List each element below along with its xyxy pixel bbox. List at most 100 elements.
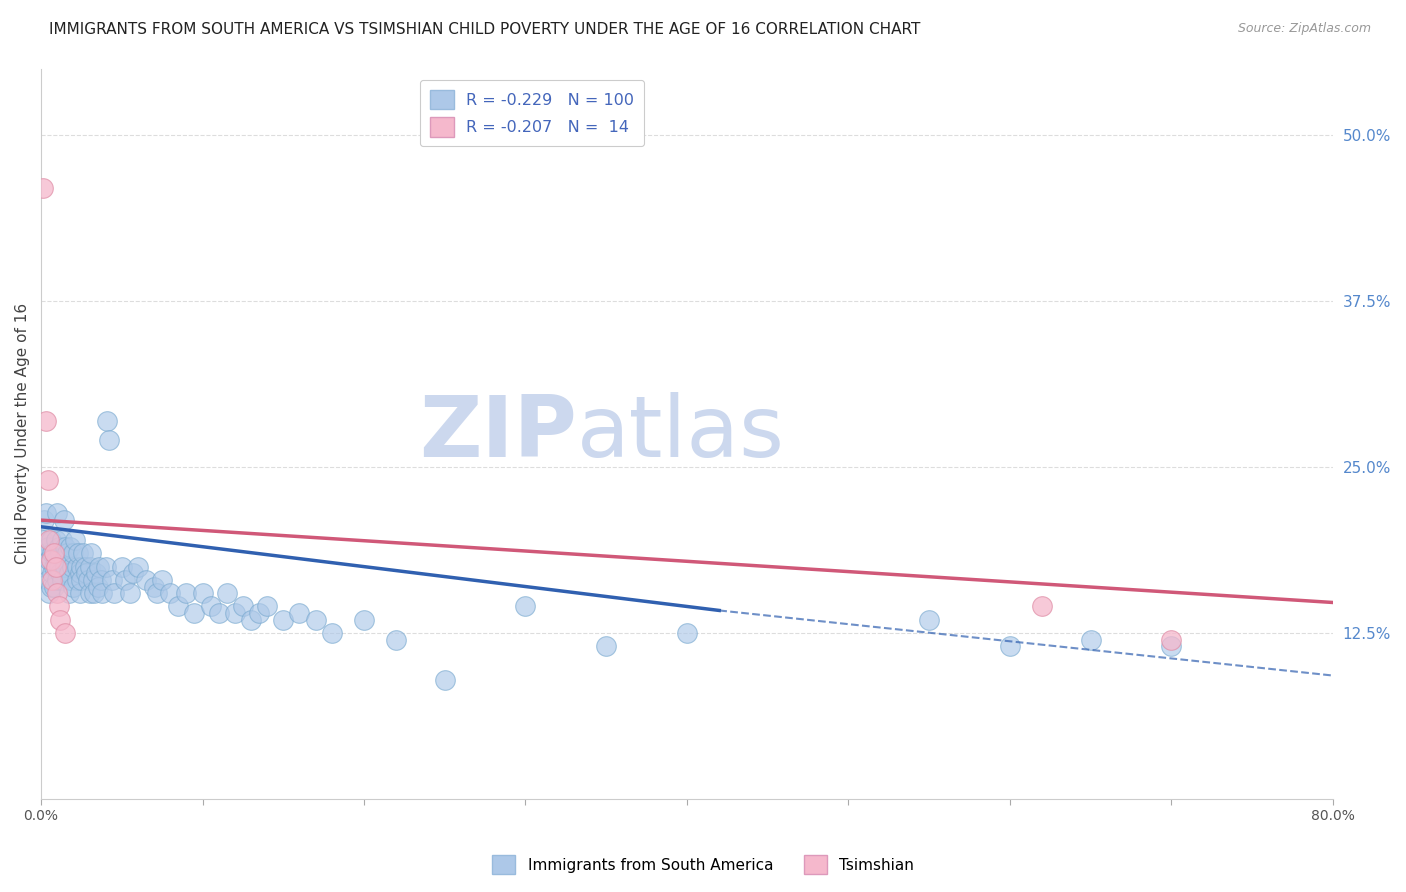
Point	[53, 540, 76, 554]
Point	[41, 546, 63, 560]
Point	[146, 586, 169, 600]
Point	[122, 566, 145, 581]
Point	[191, 586, 214, 600]
Point	[66, 559, 89, 574]
Point	[84, 566, 107, 581]
Point	[215, 586, 238, 600]
Point	[66, 573, 89, 587]
Point	[595, 640, 617, 654]
Point	[288, 606, 311, 620]
Point	[38, 586, 60, 600]
Point	[37, 473, 59, 487]
Point	[918, 613, 941, 627]
Point	[46, 586, 69, 600]
Point	[62, 546, 84, 560]
Point	[1160, 640, 1182, 654]
Point	[998, 640, 1021, 654]
Point	[118, 586, 141, 600]
Point	[676, 626, 699, 640]
Point	[91, 586, 114, 600]
Point	[31, 181, 53, 195]
Point	[70, 559, 93, 574]
Point	[1160, 632, 1182, 647]
Point	[45, 533, 67, 547]
Point	[49, 566, 72, 581]
Point	[135, 573, 157, 587]
Point	[321, 626, 343, 640]
Point	[34, 513, 56, 527]
Point	[103, 586, 125, 600]
Point	[59, 573, 82, 587]
Point	[58, 566, 80, 581]
Text: ZIP: ZIP	[419, 392, 576, 475]
Point	[82, 573, 104, 587]
Point	[114, 573, 136, 587]
Point	[515, 599, 537, 614]
Point	[31, 533, 53, 547]
Point	[1031, 599, 1053, 614]
Point	[69, 566, 91, 581]
Point	[353, 613, 375, 627]
Point	[69, 586, 91, 600]
Point	[38, 553, 60, 567]
Point	[52, 513, 75, 527]
Point	[208, 606, 231, 620]
Point	[49, 546, 72, 560]
Point	[183, 606, 205, 620]
Point	[37, 573, 59, 587]
Point	[73, 559, 96, 574]
Point	[51, 573, 73, 587]
Point	[52, 553, 75, 567]
Legend: Immigrants from South America, Tsimshian: Immigrants from South America, Tsimshian	[486, 849, 920, 880]
Point	[256, 599, 278, 614]
Point	[83, 586, 105, 600]
Point	[97, 434, 120, 448]
Point	[127, 559, 149, 574]
Point	[35, 507, 58, 521]
Point	[41, 566, 63, 581]
Point	[385, 632, 408, 647]
Point	[53, 626, 76, 640]
Point	[101, 573, 124, 587]
Point	[224, 606, 246, 620]
Point	[63, 533, 86, 547]
Point	[46, 507, 69, 521]
Point	[150, 573, 173, 587]
Point	[111, 559, 134, 574]
Text: atlas: atlas	[576, 392, 785, 475]
Point	[240, 613, 263, 627]
Point	[79, 559, 101, 574]
Point	[70, 573, 93, 587]
Point	[86, 580, 108, 594]
Point	[51, 533, 73, 547]
Point	[37, 540, 59, 554]
Point	[45, 553, 67, 567]
Point	[232, 599, 254, 614]
Point	[90, 573, 112, 587]
Point	[96, 413, 118, 427]
Legend: R = -0.229   N = 100, R = -0.207   N =  14: R = -0.229 N = 100, R = -0.207 N = 14	[420, 80, 644, 146]
Point	[58, 586, 80, 600]
Point	[48, 599, 70, 614]
Point	[42, 559, 65, 574]
Point	[45, 559, 67, 574]
Point	[89, 559, 111, 574]
Point	[271, 613, 294, 627]
Point	[304, 613, 326, 627]
Point	[200, 599, 222, 614]
Point	[143, 580, 166, 594]
Text: IMMIGRANTS FROM SOUTH AMERICA VS TSIMSHIAN CHILD POVERTY UNDER THE AGE OF 16 COR: IMMIGRANTS FROM SOUTH AMERICA VS TSIMSHI…	[49, 22, 921, 37]
Point	[77, 573, 100, 587]
Point	[1080, 632, 1102, 647]
Point	[59, 540, 82, 554]
Point	[35, 546, 58, 560]
Point	[46, 573, 69, 587]
Point	[80, 546, 103, 560]
Point	[48, 559, 70, 574]
Point	[39, 580, 62, 594]
Point	[48, 540, 70, 554]
Y-axis label: Child Poverty Under the Age of 16: Child Poverty Under the Age of 16	[15, 303, 30, 565]
Point	[41, 573, 63, 587]
Point	[433, 673, 456, 687]
Point	[75, 566, 97, 581]
